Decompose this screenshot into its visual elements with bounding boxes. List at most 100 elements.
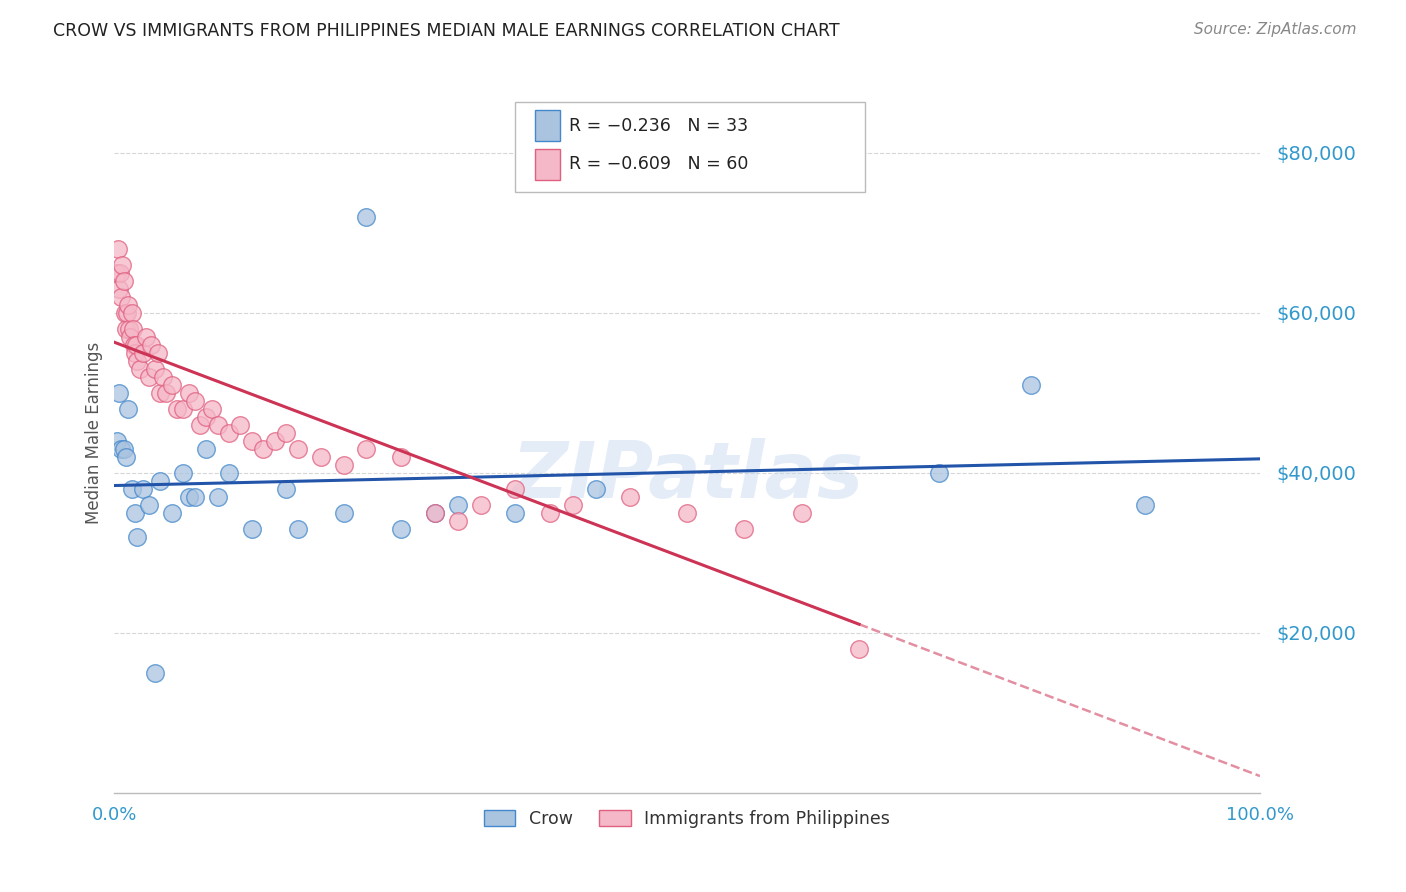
Point (240, 522, 263, 536)
Point (928, 466, 950, 480)
Point (166, 402, 188, 417)
Point (117, 298, 139, 312)
Point (425, 506, 447, 520)
Point (561, 498, 583, 512)
Point (447, 514, 470, 528)
Point (149, 474, 172, 488)
Legend: Crow, Immigrants from Philippines: Crow, Immigrants from Philippines (477, 803, 897, 835)
Point (177, 490, 200, 504)
Point (121, 322, 143, 336)
Point (207, 490, 229, 504)
Point (132, 482, 155, 496)
FancyBboxPatch shape (534, 111, 560, 141)
Point (108, 282, 131, 296)
Text: R = −0.236   N = 33: R = −0.236 N = 33 (569, 117, 748, 135)
Point (848, 642, 870, 657)
Point (790, 506, 813, 520)
FancyBboxPatch shape (534, 149, 560, 179)
Point (276, 425, 298, 440)
Point (118, 322, 141, 336)
Point (252, 442, 274, 456)
Point (263, 434, 285, 448)
Point (356, 210, 378, 224)
Point (105, 434, 128, 448)
Point (143, 362, 166, 376)
Point (121, 482, 143, 496)
Point (132, 346, 155, 360)
Point (172, 466, 194, 480)
Point (218, 466, 240, 480)
Point (177, 386, 200, 401)
Point (389, 522, 412, 536)
Point (195, 409, 218, 424)
Point (114, 306, 136, 320)
Point (152, 370, 174, 384)
Point (112, 274, 135, 288)
Text: Source: ZipAtlas.com: Source: ZipAtlas.com (1194, 22, 1357, 37)
Point (240, 434, 263, 448)
Point (160, 506, 183, 520)
Point (121, 306, 143, 320)
Point (332, 458, 354, 472)
Point (734, 522, 756, 536)
Point (538, 506, 561, 520)
Point (122, 338, 145, 352)
Y-axis label: Median Male Earnings: Median Male Earnings (86, 342, 103, 524)
Point (276, 482, 298, 496)
Point (160, 378, 183, 392)
FancyBboxPatch shape (516, 102, 865, 192)
Point (125, 338, 148, 352)
Point (1135, 498, 1157, 512)
Point (356, 442, 378, 456)
Point (110, 290, 132, 304)
Point (172, 402, 194, 417)
Point (108, 386, 131, 401)
Text: CROW VS IMMIGRANTS FROM PHILIPPINES MEDIAN MALE EARNINGS CORRELATION CHART: CROW VS IMMIGRANTS FROM PHILIPPINES MEDI… (53, 22, 839, 40)
Point (201, 402, 224, 417)
Point (207, 417, 229, 432)
Point (143, 665, 166, 680)
Text: R = −0.609   N = 60: R = −0.609 N = 60 (569, 155, 748, 173)
Point (120, 330, 142, 344)
Point (127, 354, 149, 368)
Point (619, 490, 641, 504)
Point (676, 506, 699, 520)
Point (124, 346, 146, 360)
Point (1019, 378, 1042, 392)
Point (108, 266, 131, 280)
Point (332, 506, 354, 520)
Point (183, 490, 205, 504)
Point (188, 417, 211, 432)
Point (195, 442, 218, 456)
Point (287, 522, 309, 536)
Point (425, 506, 447, 520)
Point (127, 530, 149, 544)
Text: ZIPatlas: ZIPatlas (512, 438, 863, 514)
Point (138, 498, 160, 512)
Point (124, 506, 146, 520)
Point (183, 394, 205, 409)
Point (505, 482, 527, 496)
Point (155, 386, 177, 401)
Point (115, 322, 138, 336)
Point (470, 498, 492, 512)
Point (146, 346, 169, 360)
Point (585, 482, 607, 496)
Point (117, 402, 139, 417)
Point (112, 442, 135, 456)
Point (229, 417, 252, 432)
Point (389, 450, 412, 464)
Point (149, 386, 172, 401)
Point (287, 442, 309, 456)
Point (218, 425, 240, 440)
Point (135, 330, 157, 344)
Point (107, 242, 129, 256)
Point (111, 258, 134, 272)
Point (105, 266, 128, 280)
Point (309, 450, 332, 464)
Point (138, 370, 160, 384)
Point (128, 362, 150, 376)
Point (505, 506, 527, 520)
Point (115, 306, 138, 320)
Point (110, 442, 132, 456)
